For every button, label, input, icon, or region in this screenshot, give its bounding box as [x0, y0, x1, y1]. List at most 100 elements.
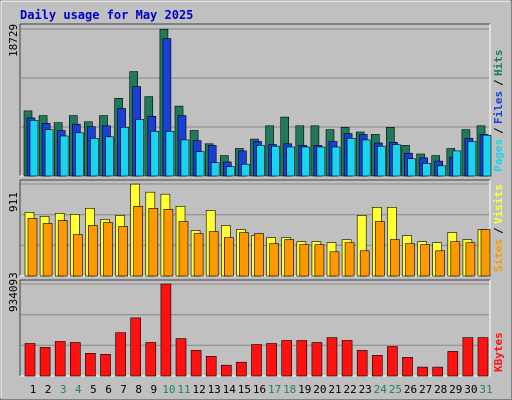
bar-sites-day-23	[359, 250, 370, 277]
bar-kbytes-day-25	[387, 346, 398, 377]
bar-pages-day-28	[437, 165, 447, 177]
x-tick-label-day-1: 1	[30, 383, 37, 396]
bar-kbytes-day-8	[130, 317, 141, 377]
max-label-middle: 911	[7, 192, 20, 212]
bar-pages-day-2	[44, 129, 54, 177]
bar-pages-day-9	[150, 131, 160, 177]
x-tick-label-day-14: 14	[223, 383, 237, 396]
bar-pages-day-24	[376, 145, 386, 177]
bar-kbytes-day-26	[402, 356, 413, 377]
x-tick-label-day-29: 29	[449, 383, 462, 396]
legend-separator-top-1: /	[492, 127, 505, 134]
bar-kbytes-day-19	[296, 340, 308, 377]
bar-pages-day-23	[361, 139, 371, 177]
bar-kbytes-day-4	[70, 342, 81, 377]
bar-kbytes-day-16	[251, 344, 262, 377]
bar-kbytes-day-13	[205, 355, 217, 377]
bar-pages-day-5	[90, 138, 99, 177]
bar-sites-day-3	[57, 220, 68, 277]
bar-pages-day-22	[346, 138, 356, 177]
bar-kbytes-day-3	[54, 341, 66, 377]
bar-kbytes-day-14	[221, 364, 232, 377]
bar-sites-day-17	[269, 243, 279, 277]
bar-pages-day-12	[195, 151, 205, 177]
x-tick-label-day-19: 19	[298, 383, 311, 396]
bar-sites-day-14	[224, 237, 234, 277]
x-tick-label-day-25: 25	[389, 383, 402, 396]
bar-pages-day-6	[105, 136, 114, 177]
bar-kbytes-day-17	[266, 343, 277, 377]
bar-kbytes-day-31	[477, 337, 489, 377]
max-label-bottom: 934093	[7, 272, 20, 312]
legend-label-middle-visits: Visits	[492, 184, 505, 224]
bar-pages-day-11	[180, 139, 190, 177]
legend-label-middle-sites: Sites	[492, 239, 505, 272]
bar-sites-day-12	[193, 233, 204, 277]
bar-sites-day-15	[239, 232, 249, 277]
bar-kbytes-day-9	[145, 342, 157, 377]
x-tick-label-day-20: 20	[313, 383, 326, 396]
bar-kbytes-day-7	[115, 332, 126, 377]
x-tick-label-day-26: 26	[404, 383, 417, 396]
x-tick-label-day-28: 28	[434, 383, 447, 396]
bar-pages-day-31	[482, 134, 492, 177]
bar-kbytes-day-27	[417, 366, 428, 377]
bar-sites-day-28	[435, 250, 446, 277]
bar-pages-day-19	[301, 146, 311, 177]
bar-kbytes-day-20	[311, 342, 323, 377]
bars	[23, 28, 492, 377]
x-tick-label-day-17: 17	[268, 383, 281, 396]
x-tick-label-day-31: 31	[479, 383, 492, 396]
legend-label-top-hits: Hits	[492, 50, 505, 77]
bar-sites-day-18	[284, 239, 295, 277]
bar-sites-day-29	[450, 241, 461, 277]
x-tick-label-day-5: 5	[90, 383, 97, 396]
bar-sites-day-1	[27, 218, 38, 277]
bar-pages-day-25	[392, 144, 401, 177]
x-tick-label-day-11: 11	[177, 383, 190, 396]
legend-label-top-files: Files	[492, 91, 505, 124]
bar-sites-day-8	[133, 206, 143, 277]
x-tick-label-day-21: 21	[328, 383, 341, 396]
bar-pages-day-26	[407, 158, 416, 177]
legend-label-top-pages: Pages	[492, 139, 505, 172]
bar-pages-day-30	[467, 141, 477, 177]
bar-pages-day-15	[241, 163, 250, 177]
bar-sites-day-19	[299, 244, 310, 277]
bar-kbytes-day-30	[462, 337, 474, 377]
bar-pages-day-16	[256, 145, 265, 177]
bar-kbytes-day-28	[432, 366, 444, 377]
x-tick-label-day-2: 2	[45, 383, 52, 396]
bar-sites-day-27	[420, 244, 430, 277]
bar-kbytes-day-24	[371, 354, 383, 377]
x-tick-label-day-7: 7	[120, 383, 127, 396]
x-tick-label-day-6: 6	[105, 383, 112, 396]
x-tick-label-day-18: 18	[283, 383, 296, 396]
bar-sites-day-2	[42, 223, 53, 277]
bar-pages-day-10	[165, 131, 175, 177]
bar-kbytes-day-15	[236, 361, 247, 377]
legend-label-bottom-kbytes: KBytes	[492, 332, 505, 372]
x-tick-label-day-22: 22	[343, 383, 356, 396]
bar-sites-day-10	[163, 209, 174, 277]
bar-pages-day-4	[75, 132, 84, 177]
x-tick-label-day-24: 24	[374, 383, 388, 396]
bar-pages-day-8	[135, 119, 144, 177]
x-tick-label-day-9: 9	[150, 383, 157, 396]
x-tick-label-day-23: 23	[359, 383, 372, 396]
bar-sites-day-11	[178, 221, 189, 277]
x-tick-label-day-27: 27	[419, 383, 432, 396]
bar-pages-day-14	[226, 166, 235, 177]
bar-kbytes-day-22	[341, 340, 353, 377]
x-tick-label-day-8: 8	[135, 383, 142, 396]
legend-separator-middle-1: /	[492, 227, 505, 234]
x-tick-label-day-16: 16	[253, 383, 266, 396]
bar-pages-day-21	[331, 146, 341, 177]
bar-pages-day-17	[271, 145, 280, 177]
bar-kbytes-day-2	[39, 347, 51, 377]
bar-sites-day-25	[390, 239, 400, 277]
bar-sites-day-30	[465, 242, 476, 277]
x-tick-label-day-30: 30	[464, 383, 477, 396]
x-tick-label-day-15: 15	[238, 383, 251, 396]
